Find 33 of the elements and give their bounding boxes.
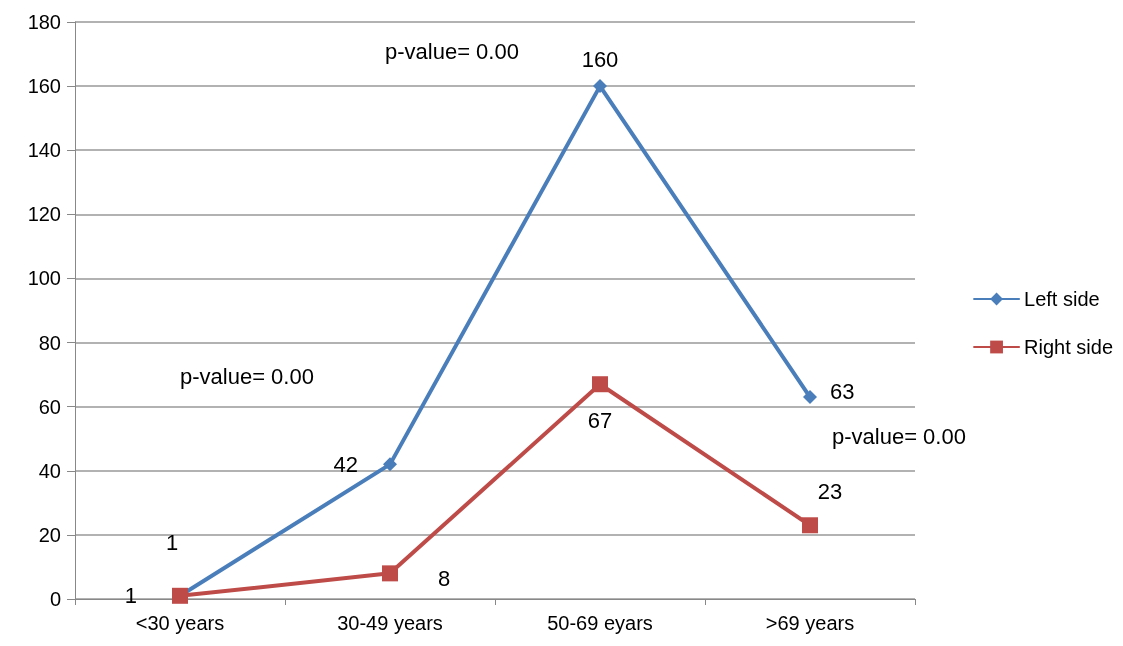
data-label: 67 [587, 407, 613, 433]
data-label: 23 [817, 478, 843, 504]
x-tick-label: 50-69 eyars [547, 612, 653, 634]
y-tick-label: 40 [38, 459, 61, 482]
point [802, 517, 818, 534]
data-label: 1 [165, 530, 179, 556]
y-tick-label: 0 [49, 588, 61, 610]
y-tick-label: 100 [27, 267, 61, 290]
data-label: 63 [830, 378, 855, 404]
legend-label: Left side [1024, 288, 1100, 310]
annotation: p-value= 0.00 [180, 363, 314, 389]
data-label: 160 [581, 46, 619, 72]
point [382, 565, 398, 582]
point [592, 376, 608, 393]
point [383, 457, 397, 472]
y-tick-label: 20 [38, 523, 61, 546]
y-tick-label: 140 [27, 139, 61, 162]
y-tick-label: 180 [27, 11, 61, 33]
y-tick-label: 80 [38, 331, 61, 354]
y-tick-label: 60 [38, 395, 61, 418]
point [803, 390, 817, 405]
x-tick-label: <30 years [135, 612, 225, 634]
data-label: 8 [438, 565, 451, 591]
annotation: p-value= 0.00 [385, 38, 519, 64]
y-tick-label: 160 [27, 75, 61, 98]
legend-label: Right side [1024, 336, 1113, 358]
data-label: 42 [333, 451, 358, 477]
annotation: p-value= 0.00 [832, 423, 966, 449]
x-tick-label: >69 years [765, 612, 855, 634]
point [593, 79, 607, 94]
x-tick-label: 30-49 years [337, 612, 443, 634]
data-label: 1 [124, 583, 137, 609]
y-tick-label: 120 [27, 203, 61, 226]
